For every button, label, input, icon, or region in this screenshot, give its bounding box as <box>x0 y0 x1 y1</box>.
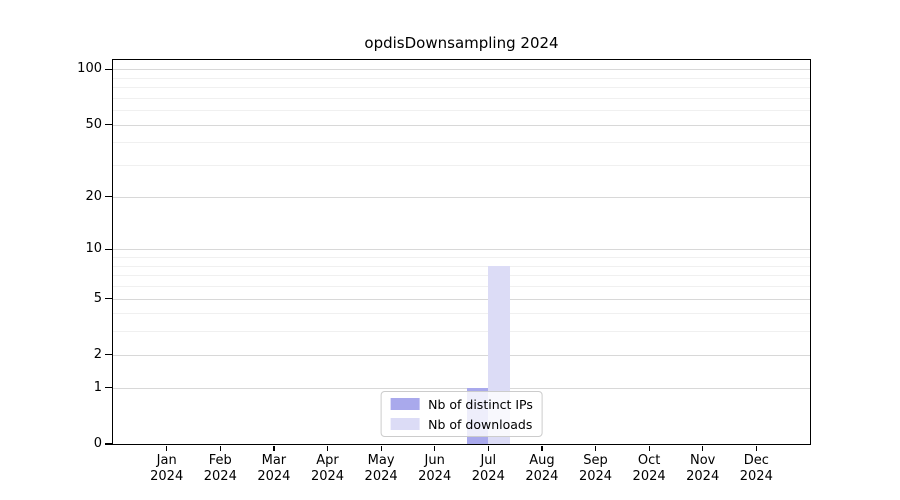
x-tick-label: Oct 2024 <box>632 453 666 484</box>
y-tick-mark <box>105 124 112 126</box>
gridline-minor <box>113 285 810 287</box>
x-tick-mark <box>594 446 597 451</box>
gridline-minor <box>113 77 810 79</box>
gridline-major <box>113 249 810 251</box>
y-tick-mark <box>105 297 112 300</box>
y-tick-label: 1 <box>93 379 102 395</box>
y-tick-label: 0 <box>93 436 102 451</box>
legend-label-distinct-ips: Nb of distinct IPs <box>428 396 533 412</box>
gridline-minor <box>113 313 810 315</box>
x-tick-mark <box>648 446 650 451</box>
x-tick-mark <box>755 446 757 451</box>
x-tick-label: Mar 2024 <box>257 453 291 484</box>
x-tick-label: Sep 2024 <box>578 453 613 484</box>
x-tick-label: Aug 2024 <box>525 453 559 484</box>
y-tick-label: 2 <box>93 346 102 362</box>
x-tick-label: Apr 2024 <box>310 453 345 484</box>
y-tick-label: 20 <box>85 188 102 204</box>
x-tick-label: Jun 2024 <box>418 453 452 484</box>
y-tick-mark <box>105 354 112 356</box>
gridline-major <box>113 354 810 356</box>
x-tick-mark <box>434 446 436 451</box>
x-tick-mark <box>219 446 221 451</box>
y-tick-mark <box>105 443 112 445</box>
x-tick-mark <box>487 446 489 451</box>
x-tick-mark <box>326 446 329 451</box>
y-tick-mark <box>105 68 112 70</box>
x-tick-mark <box>166 446 168 451</box>
y-tick-label: 5 <box>93 290 102 306</box>
gridline-major <box>113 298 810 300</box>
gridline-major <box>113 124 810 126</box>
y-tick-mark <box>105 196 112 198</box>
x-tick-label: Jan 2024 <box>150 453 184 484</box>
x-tick-label: Dec 2024 <box>739 453 773 484</box>
gridline-minor <box>113 331 810 333</box>
y-tick-label: 50 <box>85 116 102 132</box>
gridline-minor <box>113 165 810 167</box>
legend-item-downloads: Nb of downloads <box>390 416 533 432</box>
x-tick-mark <box>273 446 275 451</box>
plot-area: Nb of distinct IPs Nb of downloads <box>112 59 811 445</box>
gridline-minor <box>113 257 810 258</box>
gridline-minor <box>113 275 810 277</box>
gridline-major <box>113 387 810 389</box>
gridline-minor <box>113 110 810 112</box>
legend-label-downloads: Nb of downloads <box>428 416 533 432</box>
chart-title: opdisDownsampling 2024 <box>364 34 559 52</box>
x-tick-label: May 2024 <box>364 453 398 484</box>
gridline-minor <box>113 87 810 88</box>
x-tick-mark <box>702 446 704 451</box>
x-tick-mark <box>380 446 382 451</box>
y-tick-mark <box>105 248 112 250</box>
y-tick-label: 10 <box>85 241 102 257</box>
legend-swatch-downloads <box>390 418 420 430</box>
gridline-major <box>113 69 810 71</box>
y-tick-label: 100 <box>77 61 102 77</box>
x-tick-label: Nov 2024 <box>686 453 720 484</box>
y-tick-mark <box>105 387 112 389</box>
gridline-minor <box>113 97 810 99</box>
legend-swatch-distinct-ips <box>390 398 420 410</box>
x-tick-label: Jul 2024 <box>471 453 505 484</box>
legend-item-distinct-ips: Nb of distinct IPs <box>390 396 533 412</box>
x-tick-mark <box>541 446 543 451</box>
gridline-minor <box>113 265 810 267</box>
x-tick-label: Feb 2024 <box>203 453 237 484</box>
gridline-major <box>113 196 810 198</box>
legend: Nb of distinct IPs Nb of downloads <box>380 391 543 437</box>
gridline-minor <box>113 142 810 144</box>
